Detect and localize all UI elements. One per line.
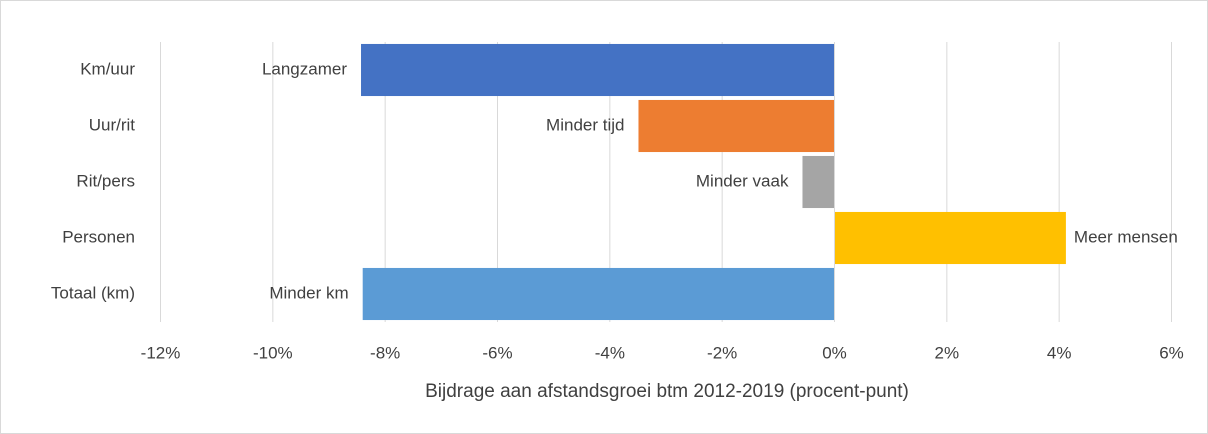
- bar: [638, 99, 835, 153]
- x-tick-label: -6%: [482, 343, 512, 362]
- y-tick-label: Totaal (km): [51, 283, 135, 302]
- x-tick-label: -10%: [253, 343, 293, 362]
- x-axis-title: Bijdrage aan afstandsgroei btm 2012-2019…: [425, 381, 909, 402]
- bar: [361, 43, 835, 97]
- bar: [362, 267, 835, 321]
- x-tick-label: -8%: [370, 343, 400, 362]
- x-tick-label: 2%: [935, 343, 960, 362]
- x-tick-label: 4%: [1047, 343, 1072, 362]
- bar-annotation: Minder vaak: [696, 171, 789, 190]
- bar-annotation: Minder tijd: [546, 115, 624, 134]
- y-tick-label: Personen: [62, 227, 135, 246]
- x-tick-label: -4%: [595, 343, 625, 362]
- x-tick-label: -12%: [141, 343, 181, 362]
- y-tick-label: Rit/pers: [76, 171, 135, 190]
- bar-annotation: Minder km: [269, 283, 348, 302]
- bar-annotation: Meer mensen: [1074, 227, 1178, 246]
- y-tick-label: Km/uur: [80, 59, 135, 78]
- y-tick-label: Uur/rit: [89, 115, 136, 134]
- bar: [802, 155, 835, 209]
- x-tick-label: 6%: [1159, 343, 1184, 362]
- x-tick-label: 0%: [822, 343, 847, 362]
- bar: [834, 211, 1066, 265]
- x-tick-label: -2%: [707, 343, 737, 362]
- bar-annotation: Langzamer: [262, 59, 347, 78]
